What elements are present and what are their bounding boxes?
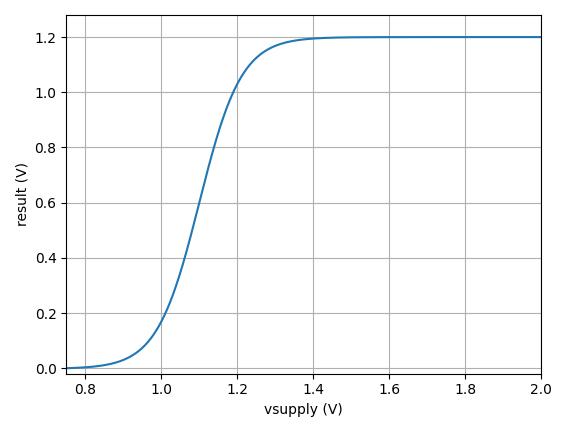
X-axis label: vsupply (V): vsupply (V) (264, 403, 343, 417)
Y-axis label: result (V): result (V) (15, 162, 29, 226)
